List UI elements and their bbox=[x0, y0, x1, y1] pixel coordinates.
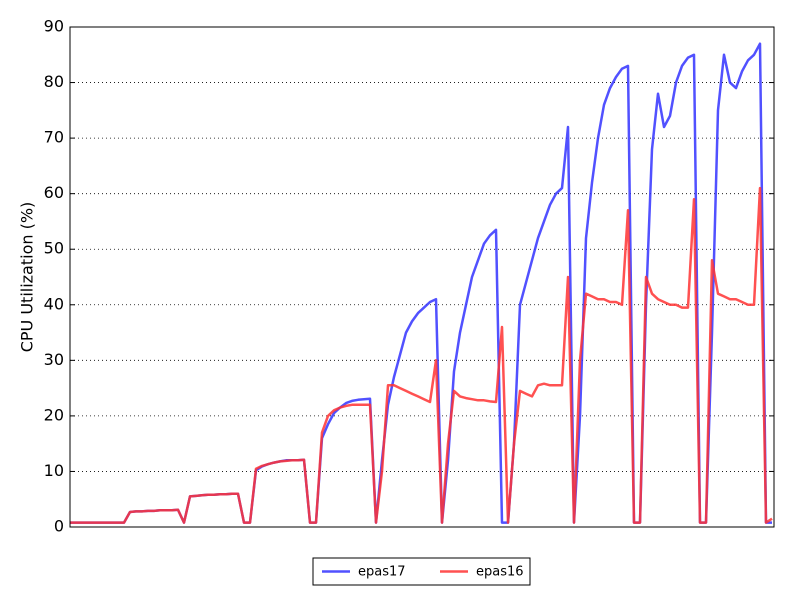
legend-label: epas16 bbox=[476, 565, 524, 580]
y-tick-label: 90 bbox=[44, 17, 64, 36]
y-axis-label: CPU Utilization (%) bbox=[18, 202, 37, 353]
y-tick-label: 70 bbox=[44, 128, 64, 147]
legend-label: epas17 bbox=[358, 565, 406, 580]
y-tick-label: 50 bbox=[44, 239, 64, 258]
y-tick-label: 10 bbox=[44, 461, 64, 480]
line-series bbox=[70, 42, 772, 524]
y-tick-label: 30 bbox=[44, 350, 64, 369]
y-tick-label: 40 bbox=[44, 294, 64, 313]
plot-frame bbox=[69, 26, 775, 528]
y-tick-label: 0 bbox=[54, 517, 64, 536]
line-series bbox=[70, 186, 773, 524]
y-tick-label: 80 bbox=[44, 72, 64, 91]
y-tick-label: 20 bbox=[44, 405, 64, 424]
y-tick-label: 60 bbox=[44, 183, 64, 202]
